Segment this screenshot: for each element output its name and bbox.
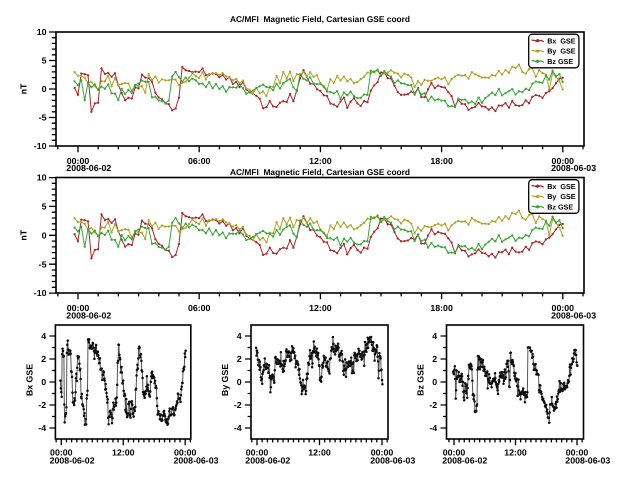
svg-text:2008-06-03: 2008-06-03 [565, 456, 610, 466]
svg-text:-10: -10 [34, 288, 47, 298]
svg-text:2008-06-03: 2008-06-03 [174, 456, 219, 466]
svg-text:-2: -2 [38, 400, 46, 410]
svg-text:-5: -5 [39, 259, 47, 269]
svg-text:12:00: 12:00 [504, 447, 527, 457]
svg-text:Bx GSE: Bx GSE [24, 364, 34, 396]
svg-text:12:00: 12:00 [309, 156, 332, 166]
svg-text:4: 4 [432, 331, 437, 341]
svg-text:18:00: 18:00 [430, 156, 453, 166]
svg-text:-2: -2 [429, 400, 437, 410]
svg-text:4: 4 [237, 331, 242, 341]
svg-text:10: 10 [37, 173, 47, 183]
svg-text:2008-06-02: 2008-06-02 [442, 456, 487, 466]
svg-text:2008-06-03: 2008-06-03 [551, 310, 596, 320]
svg-text:Bx GSE: Bx GSE [547, 182, 576, 191]
svg-text:Bz GSE: Bz GSE [547, 203, 573, 212]
svg-text:0: 0 [42, 84, 47, 94]
svg-text:0: 0 [42, 230, 47, 240]
svg-text:Bz GSE: Bz GSE [547, 57, 573, 66]
svg-text:00:00: 00:00 [67, 156, 90, 166]
svg-text:2008-06-02: 2008-06-02 [50, 456, 95, 466]
svg-text:2008-06-03: 2008-06-03 [551, 163, 596, 173]
svg-text:00:00: 00:00 [566, 447, 589, 457]
svg-text:By GSE: By GSE [547, 47, 576, 56]
svg-text:00:00: 00:00 [443, 447, 466, 457]
svg-text:-10: -10 [34, 141, 47, 151]
svg-text:5: 5 [42, 56, 47, 66]
svg-text:06:00: 06:00 [188, 156, 211, 166]
svg-text:12:00: 12:00 [308, 447, 331, 457]
svg-text:2: 2 [41, 354, 46, 364]
svg-text:5: 5 [42, 202, 47, 212]
svg-text:2008-06-03: 2008-06-03 [370, 456, 415, 466]
svg-text:00:00: 00:00 [552, 303, 575, 313]
svg-text:12:00: 12:00 [309, 303, 332, 313]
svg-text:-4: -4 [234, 423, 242, 433]
svg-text:2008-06-02: 2008-06-02 [245, 456, 290, 466]
svg-text:00:00: 00:00 [67, 303, 90, 313]
svg-text:nT: nT [19, 229, 29, 240]
svg-text:00:00: 00:00 [174, 447, 197, 457]
svg-text:-2: -2 [234, 400, 242, 410]
svg-text:0: 0 [432, 377, 437, 387]
svg-text:Bz GSE: Bz GSE [416, 364, 426, 396]
svg-text:0: 0 [237, 377, 242, 387]
svg-text:00:00: 00:00 [552, 156, 575, 166]
svg-text:2008-06-02: 2008-06-02 [66, 163, 111, 173]
svg-text:By GSE: By GSE [220, 364, 230, 396]
svg-text:-4: -4 [429, 423, 437, 433]
svg-text:00:00: 00:00 [371, 447, 394, 457]
svg-text:0: 0 [41, 377, 46, 387]
svg-text:00:00: 00:00 [246, 447, 269, 457]
svg-text:18:00: 18:00 [430, 303, 453, 313]
svg-text:2: 2 [432, 354, 437, 364]
svg-text:2008-06-02: 2008-06-02 [66, 310, 111, 320]
svg-text:00:00: 00:00 [50, 447, 73, 457]
svg-text:06:00: 06:00 [188, 303, 211, 313]
svg-text:Bx GSE: Bx GSE [547, 36, 576, 45]
svg-text:12:00: 12:00 [112, 447, 135, 457]
svg-text:10: 10 [37, 27, 47, 37]
svg-text:-4: -4 [38, 423, 46, 433]
svg-text:By GSE: By GSE [547, 192, 576, 201]
svg-text:AC/MFI Magnetic Field, Cartes: AC/MFI Magnetic Field, Cartesian GSE coo… [230, 167, 410, 177]
svg-text:-5: -5 [39, 113, 47, 123]
svg-text:nT: nT [19, 83, 29, 94]
svg-text:2: 2 [237, 354, 242, 364]
svg-text:4: 4 [41, 331, 46, 341]
svg-text:AC/MFI Magnetic Field, Cartes: AC/MFI Magnetic Field, Cartesian GSE coo… [230, 14, 410, 24]
